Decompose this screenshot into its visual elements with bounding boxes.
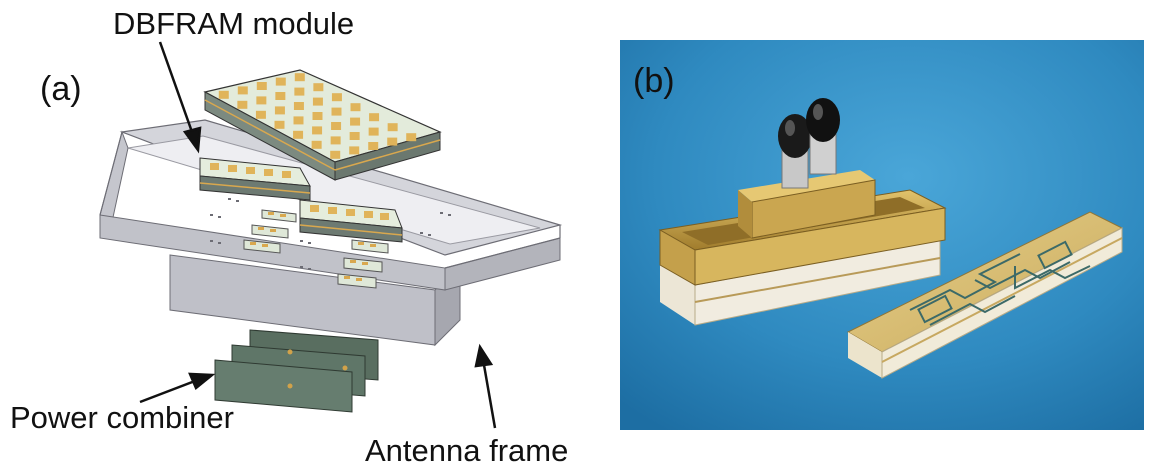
patch-element (331, 107, 342, 116)
patch-element (387, 137, 398, 146)
patch-element (406, 133, 417, 142)
dbfram-module-label: DBFRAM module (113, 6, 355, 41)
arrow-to-power-combiner (139, 379, 196, 404)
photo-module-housing (658, 98, 947, 326)
arrow-head-antenna-frame (474, 343, 494, 368)
floor-chips (243, 209, 389, 289)
patch-element (275, 92, 286, 100)
patch-element (237, 86, 248, 95)
arrow-to-antenna-frame (482, 364, 497, 429)
patch-element (331, 93, 342, 102)
annotation-arrows (139, 41, 497, 429)
patch-element (331, 122, 342, 130)
patch-element (293, 116, 304, 125)
patch-element (237, 100, 248, 109)
photo-panel (620, 40, 1144, 430)
patch-element (313, 83, 324, 92)
patch-element (293, 130, 304, 139)
patch-element (369, 113, 380, 122)
patch-element (294, 87, 305, 96)
patch-element (350, 117, 361, 126)
strip-modules (199, 157, 403, 243)
patch-element (294, 73, 305, 82)
patch-element (274, 106, 285, 115)
patch-element (312, 112, 323, 120)
sma-connector-left (778, 114, 812, 189)
patch-element (330, 136, 341, 145)
power-combiner-cards (214, 329, 379, 413)
patch-array (218, 73, 417, 159)
dbfram-module (203, 69, 442, 181)
power-combiner-label: Power combiner (10, 400, 234, 435)
panel-a-label: (a) (40, 70, 82, 108)
patch-element (218, 90, 229, 99)
patch-element (255, 110, 266, 119)
patch-element (349, 132, 360, 140)
sma-connector-right (806, 98, 840, 175)
patch-element (312, 126, 323, 135)
panel-b-label: (b) (633, 62, 675, 100)
patch-element (349, 146, 360, 155)
patch-element (293, 102, 304, 110)
photo-antenna-board (846, 211, 1124, 379)
patch-element (274, 120, 285, 129)
patch-element (387, 123, 398, 132)
patch-element (256, 96, 267, 105)
patch-element (368, 142, 379, 150)
antenna-frame-label: Antenna frame (365, 433, 569, 468)
patch-element (330, 150, 341, 159)
patch-element (350, 103, 361, 112)
patch-element (311, 140, 322, 149)
cad-exploded-view (99, 41, 563, 429)
arrow-head-dbfram-module (182, 126, 202, 154)
arrow-to-dbfram-module (158, 41, 194, 133)
patch-element (256, 82, 267, 90)
arrow-head-power-combiner (188, 372, 216, 391)
patch-element (312, 97, 323, 106)
patch-element (368, 127, 379, 136)
patch-element (275, 77, 286, 86)
